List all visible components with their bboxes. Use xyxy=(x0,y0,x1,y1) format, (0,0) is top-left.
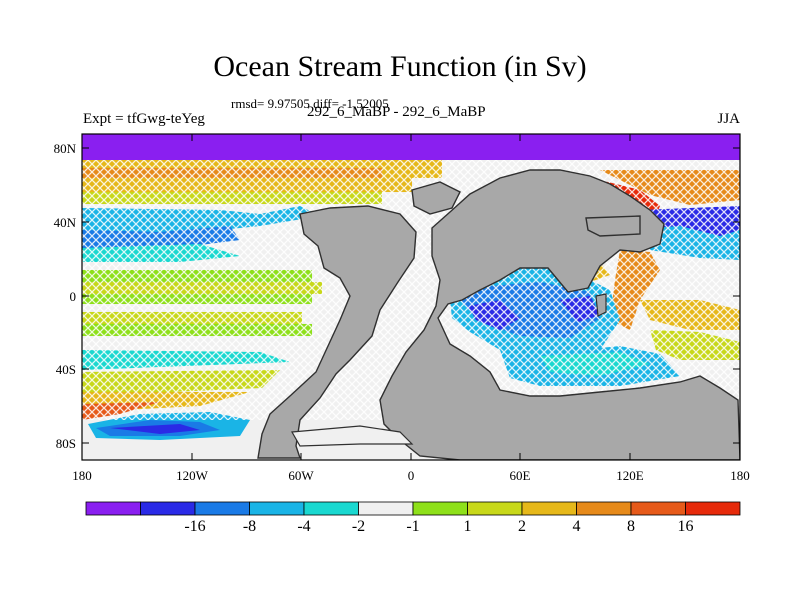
stats-label: rmsd= 9.97505 diff= -1.52005 xyxy=(231,96,389,111)
colorbar-swatch xyxy=(140,501,196,516)
lat-label-80s: 80S xyxy=(55,436,76,451)
land-greenland xyxy=(411,181,461,215)
land-africa-eurasia xyxy=(379,169,740,460)
lon-label-0: 0 xyxy=(407,468,415,483)
colorbar-label: 2 xyxy=(518,518,526,535)
lon-label-60e: 60E xyxy=(509,468,531,483)
colorbar-swatch xyxy=(249,501,305,516)
lon-label-120e: 120E xyxy=(616,468,644,483)
plot-title: Ocean Stream Function (in Sv) xyxy=(213,50,587,83)
colorbar xyxy=(85,501,741,516)
lat-label-80n: 80N xyxy=(53,141,76,156)
lon-label-120w: 120W xyxy=(176,468,208,483)
colorbar-label: -8 xyxy=(242,518,257,535)
colorbar-swatch xyxy=(685,501,741,516)
colorbar-label: -1 xyxy=(406,518,420,535)
land-island xyxy=(595,293,607,317)
colorbar-label: -2 xyxy=(351,518,366,535)
lon-label-60w: 60W xyxy=(288,468,314,483)
colorbar-swatch xyxy=(630,501,686,516)
land-americas xyxy=(257,205,417,459)
colorbar-swatch xyxy=(467,501,523,516)
colorbar-swatch xyxy=(85,501,141,516)
experiment-label: Expt = tfGwg-teYeg xyxy=(83,111,205,127)
lon-label-180e: 180 xyxy=(730,468,750,483)
land-south-strip xyxy=(291,425,414,447)
land-inland-sea xyxy=(585,215,641,237)
colorbar-swatch xyxy=(358,501,414,516)
lat-label-40s: 40S xyxy=(55,362,76,377)
colorbar-label: 4 xyxy=(572,518,581,535)
colorbar-label: 8 xyxy=(627,518,635,535)
colorbar-label: 1 xyxy=(463,518,472,535)
lat-label-40n: 40N xyxy=(53,215,76,230)
colorbar-label: 16 xyxy=(677,518,694,535)
colorbar-swatch xyxy=(303,501,359,516)
colorbar-swatch xyxy=(521,501,577,516)
colorbar-swatch xyxy=(194,501,250,516)
axis-ticks xyxy=(81,134,741,460)
comparison-label: 292_6_MaBP - 292_6_MaBP xyxy=(307,104,486,120)
lon-label-180w: 180 xyxy=(72,468,92,483)
lat-label-0: 0 xyxy=(69,289,77,304)
stream-function-field xyxy=(82,134,740,460)
colorbar-swatch xyxy=(576,501,632,516)
colorbar-label: -4 xyxy=(297,518,311,535)
season-label: JJA xyxy=(717,111,740,127)
colorbar-label: -16 xyxy=(184,518,206,535)
colorbar-swatch xyxy=(412,501,468,516)
